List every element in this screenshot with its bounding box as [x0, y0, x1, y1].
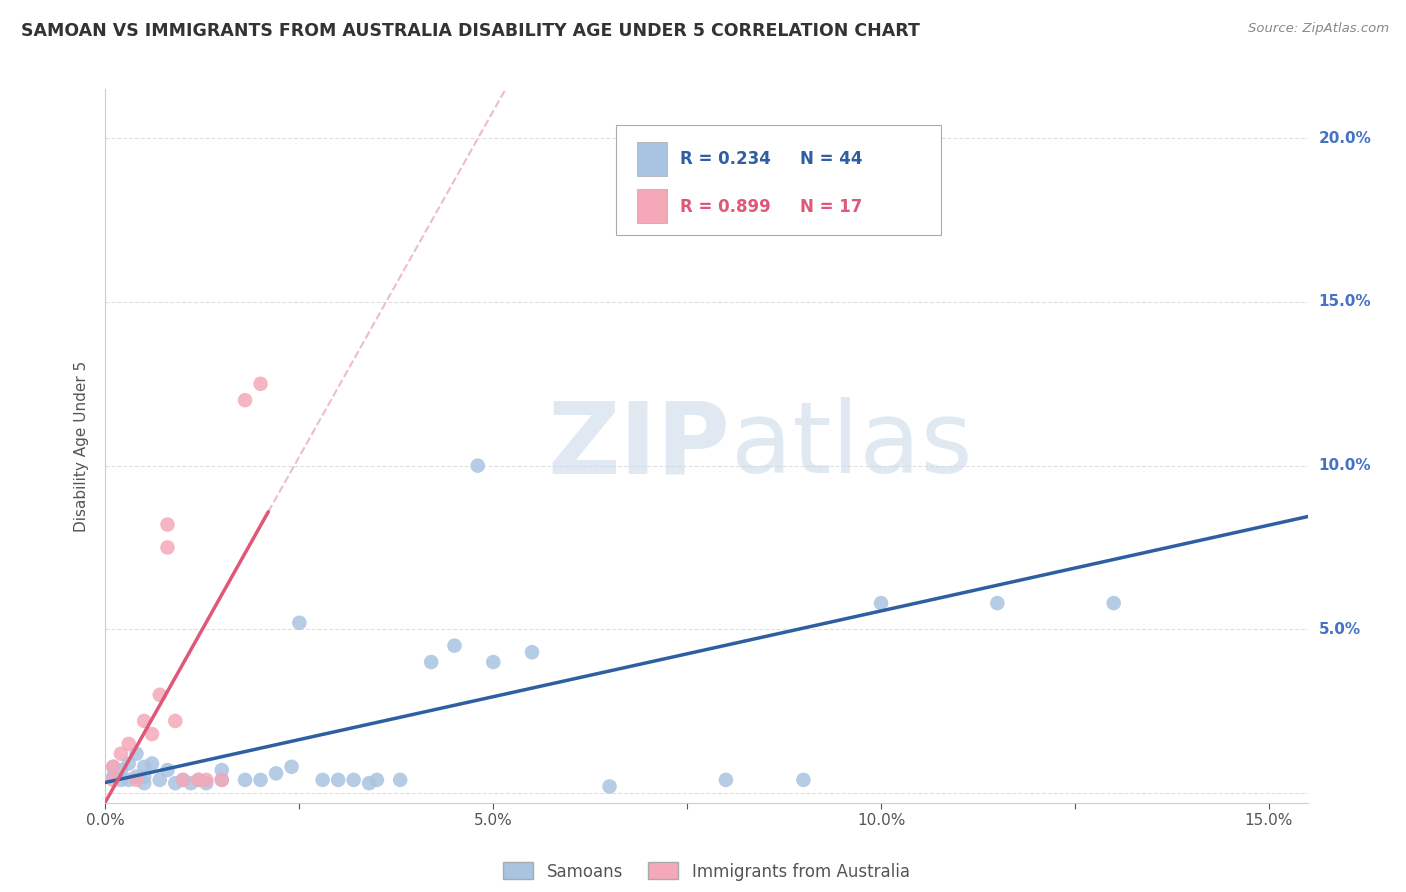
Point — [326, 772, 349, 787]
Point — [187, 772, 209, 787]
Point — [156, 763, 179, 777]
Text: SAMOAN VS IMMIGRANTS FROM AUSTRALIA DISABILITY AGE UNDER 5 CORRELATION CHART: SAMOAN VS IMMIGRANTS FROM AUSTRALIA DISA… — [21, 22, 920, 40]
Point — [288, 615, 311, 630]
Legend: Samoans, Immigrants from Australia: Samoans, Immigrants from Australia — [496, 855, 917, 888]
FancyBboxPatch shape — [616, 125, 941, 235]
Point — [420, 655, 443, 669]
Text: Source: ZipAtlas.com: Source: ZipAtlas.com — [1249, 22, 1389, 36]
Point — [264, 766, 287, 780]
Point — [118, 772, 141, 787]
Text: ZIP: ZIP — [548, 398, 731, 494]
Point — [366, 772, 388, 787]
Point — [180, 776, 202, 790]
Point — [103, 760, 125, 774]
Point — [110, 747, 132, 761]
Y-axis label: Disability Age Under 5: Disability Age Under 5 — [75, 360, 90, 532]
Point — [389, 772, 412, 787]
Point — [165, 776, 187, 790]
Point — [134, 770, 156, 784]
Point — [118, 756, 141, 771]
Point — [187, 772, 209, 787]
Point — [249, 376, 271, 391]
Point — [156, 517, 179, 532]
Point — [165, 714, 187, 728]
Point — [149, 772, 172, 787]
Point — [125, 747, 148, 761]
Text: N = 44: N = 44 — [800, 150, 863, 168]
Point — [249, 772, 271, 787]
Point — [233, 772, 256, 787]
Point — [118, 737, 141, 751]
Point — [467, 458, 489, 473]
Point — [311, 772, 333, 787]
Point — [149, 688, 172, 702]
Point — [125, 770, 148, 784]
Bar — [637, 189, 666, 223]
Point — [211, 772, 233, 787]
Point — [110, 772, 132, 787]
Point — [134, 760, 156, 774]
Point — [103, 760, 125, 774]
Point — [156, 541, 179, 555]
Point — [599, 780, 621, 794]
Point — [110, 763, 132, 777]
Point — [195, 776, 218, 790]
Point — [1102, 596, 1125, 610]
Point — [103, 770, 125, 784]
Point — [141, 756, 163, 771]
Text: 15.0%: 15.0% — [1319, 294, 1371, 310]
Point — [103, 772, 125, 787]
Point — [195, 772, 218, 787]
Point — [637, 213, 659, 227]
Point — [211, 763, 233, 777]
Text: R = 0.234: R = 0.234 — [681, 150, 770, 168]
Text: 10.0%: 10.0% — [1319, 458, 1371, 473]
Point — [134, 714, 156, 728]
Text: R = 0.899: R = 0.899 — [681, 198, 770, 216]
Point — [141, 727, 163, 741]
Point — [482, 655, 505, 669]
Point — [986, 596, 1008, 610]
Text: N = 17: N = 17 — [800, 198, 863, 216]
Bar — [637, 142, 666, 177]
Point — [792, 772, 814, 787]
Point — [233, 393, 256, 408]
Text: 5.0%: 5.0% — [1319, 622, 1361, 637]
Point — [125, 772, 148, 787]
Point — [172, 772, 194, 787]
Point — [343, 772, 366, 787]
Text: 20.0%: 20.0% — [1319, 131, 1372, 145]
Point — [870, 596, 893, 610]
Point — [443, 639, 465, 653]
Point — [172, 772, 194, 787]
Point — [211, 772, 233, 787]
Point — [359, 776, 381, 790]
Point — [134, 776, 156, 790]
Text: atlas: atlas — [731, 398, 972, 494]
Point — [714, 772, 737, 787]
Point — [280, 760, 302, 774]
Point — [520, 645, 543, 659]
